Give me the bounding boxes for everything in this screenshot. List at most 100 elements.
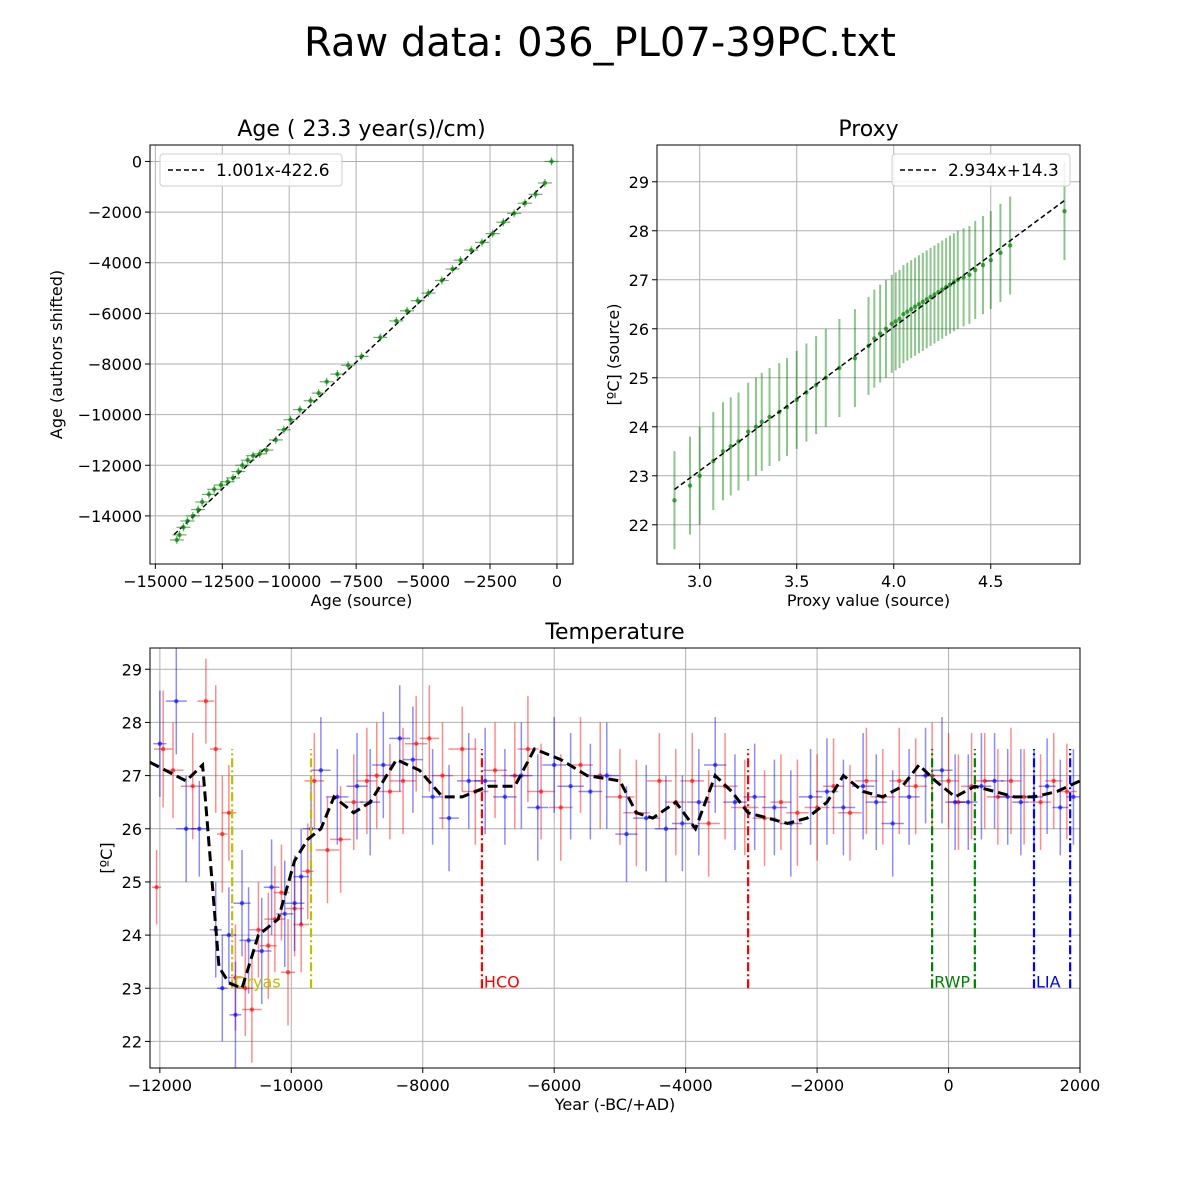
temperature-point-red (217, 775, 228, 893)
x-tick-label: −10000 (257, 572, 321, 591)
proxy-point (998, 203, 1003, 302)
temperature-point-red (378, 743, 402, 840)
temperature-point-blue (284, 855, 305, 952)
y-tick-label: −6000 (88, 304, 142, 323)
proxy-point (767, 367, 772, 466)
temperature-point-blue-marker (183, 826, 189, 831)
age-point (507, 209, 522, 218)
age-point (220, 477, 235, 486)
temperature-point-red (804, 754, 830, 861)
age-point (474, 238, 489, 247)
proxy-point-marker (912, 304, 918, 309)
age-point-marker (195, 507, 201, 512)
proxy-point (720, 402, 726, 501)
temperature-point-red-marker (657, 778, 662, 784)
age-data-layer (169, 157, 559, 544)
event-label: HCO (484, 972, 520, 991)
age-point-marker (450, 266, 455, 272)
temperature-point-red-marker (226, 810, 232, 816)
x-tick-label: 4.0 (881, 572, 906, 591)
y-tick-label: 29 (122, 660, 142, 679)
temperature-point-blue (798, 749, 823, 845)
y-tick-label: 26 (122, 820, 142, 839)
temperature-point-blue (493, 749, 517, 845)
temperature-point-blue-marker (588, 789, 593, 794)
x-tick-label: 3.5 (784, 572, 809, 591)
proxy-point-marker (901, 311, 906, 317)
age-point-marker (236, 469, 241, 474)
temperature-point-blue (723, 754, 747, 851)
temperature-point-red-marker (995, 794, 1001, 800)
age-point-marker (394, 318, 399, 324)
chart-title: Proxy (838, 117, 898, 142)
temperature-point-red-marker (427, 736, 432, 741)
age-point (464, 246, 479, 255)
temperature-point-red-marker (305, 869, 310, 874)
temperature-point-red (285, 860, 304, 957)
temperature-point-red (697, 770, 720, 877)
proxy-point-marker (998, 250, 1003, 256)
temperature-point-red (646, 733, 672, 829)
age-point-marker (264, 447, 269, 453)
event-label: Dryas (234, 972, 281, 991)
age-point-marker (190, 513, 196, 519)
age-point (421, 289, 436, 298)
proxy-point (901, 265, 906, 364)
proxy-point (687, 436, 693, 535)
temperature-point-blue (945, 754, 965, 851)
y-tick-label: 24 (122, 926, 142, 945)
temperature-point-blue-marker (174, 698, 179, 704)
temperature-point-blue (346, 733, 368, 840)
proxy-point-marker (908, 306, 914, 312)
temperature-point-red-marker (279, 890, 284, 895)
proxy-point (883, 279, 889, 378)
y-tick-label: −8000 (88, 355, 142, 374)
temperature-point-blue (1052, 759, 1069, 856)
age-point-marker (174, 537, 179, 543)
proxy-point-marker (767, 414, 772, 420)
temperature-point-blue (633, 764, 660, 872)
age-point-marker (479, 240, 485, 245)
proxy-point (973, 220, 978, 319)
age-point (246, 451, 261, 460)
temperature-point-blue (527, 754, 549, 861)
temperature-point-red-marker (400, 778, 406, 784)
temperature-point-blue-marker (860, 784, 866, 789)
temperature-point-red-marker (220, 831, 225, 837)
temperature-point-blue (403, 706, 423, 813)
temperature-point-red (237, 940, 254, 1037)
age-point (341, 361, 356, 370)
y-tick-label: 25 (122, 873, 142, 892)
age-point (201, 490, 216, 499)
temperature-point-red-marker (946, 778, 951, 784)
legend-box (891, 153, 1071, 187)
temperature-point-red-marker (956, 799, 961, 805)
temperature-point-blue-marker (824, 789, 830, 794)
legend-label: 2.934x+14.3 (948, 161, 1059, 181)
temperature-point-blue (176, 775, 197, 882)
proxy-point-marker (672, 498, 677, 503)
temperature-point-blue (293, 828, 310, 925)
proxy-point (893, 272, 898, 371)
temperature-point-red-marker (233, 975, 238, 980)
chart-title: Age ( 23.3 year(s)/cm) (237, 117, 485, 142)
y-tick-label: −10000 (78, 406, 142, 425)
proxy-point (980, 216, 986, 315)
temperature-point-red (259, 892, 277, 999)
age-point-marker (522, 201, 528, 206)
age-point-marker (439, 278, 445, 283)
temperature-point-blue-marker (282, 911, 287, 917)
y-tick-label: −2000 (88, 203, 142, 222)
temperature-point-blue (1012, 749, 1030, 856)
x-tick-label: 2000 (1060, 1076, 1101, 1095)
temperature-point-red-marker (1021, 794, 1027, 800)
x-tick-label: 0 (943, 1076, 953, 1095)
temperature-point-blue-marker (354, 784, 360, 789)
proxy-point (697, 426, 702, 525)
temperature-point-blue (239, 887, 258, 994)
x-axis-label: Proxy value (source) (787, 591, 950, 610)
age-point-marker (245, 457, 250, 463)
age-point-marker (324, 379, 329, 384)
temperature-point-blue (221, 887, 237, 983)
y-tick-label: 28 (629, 222, 649, 241)
